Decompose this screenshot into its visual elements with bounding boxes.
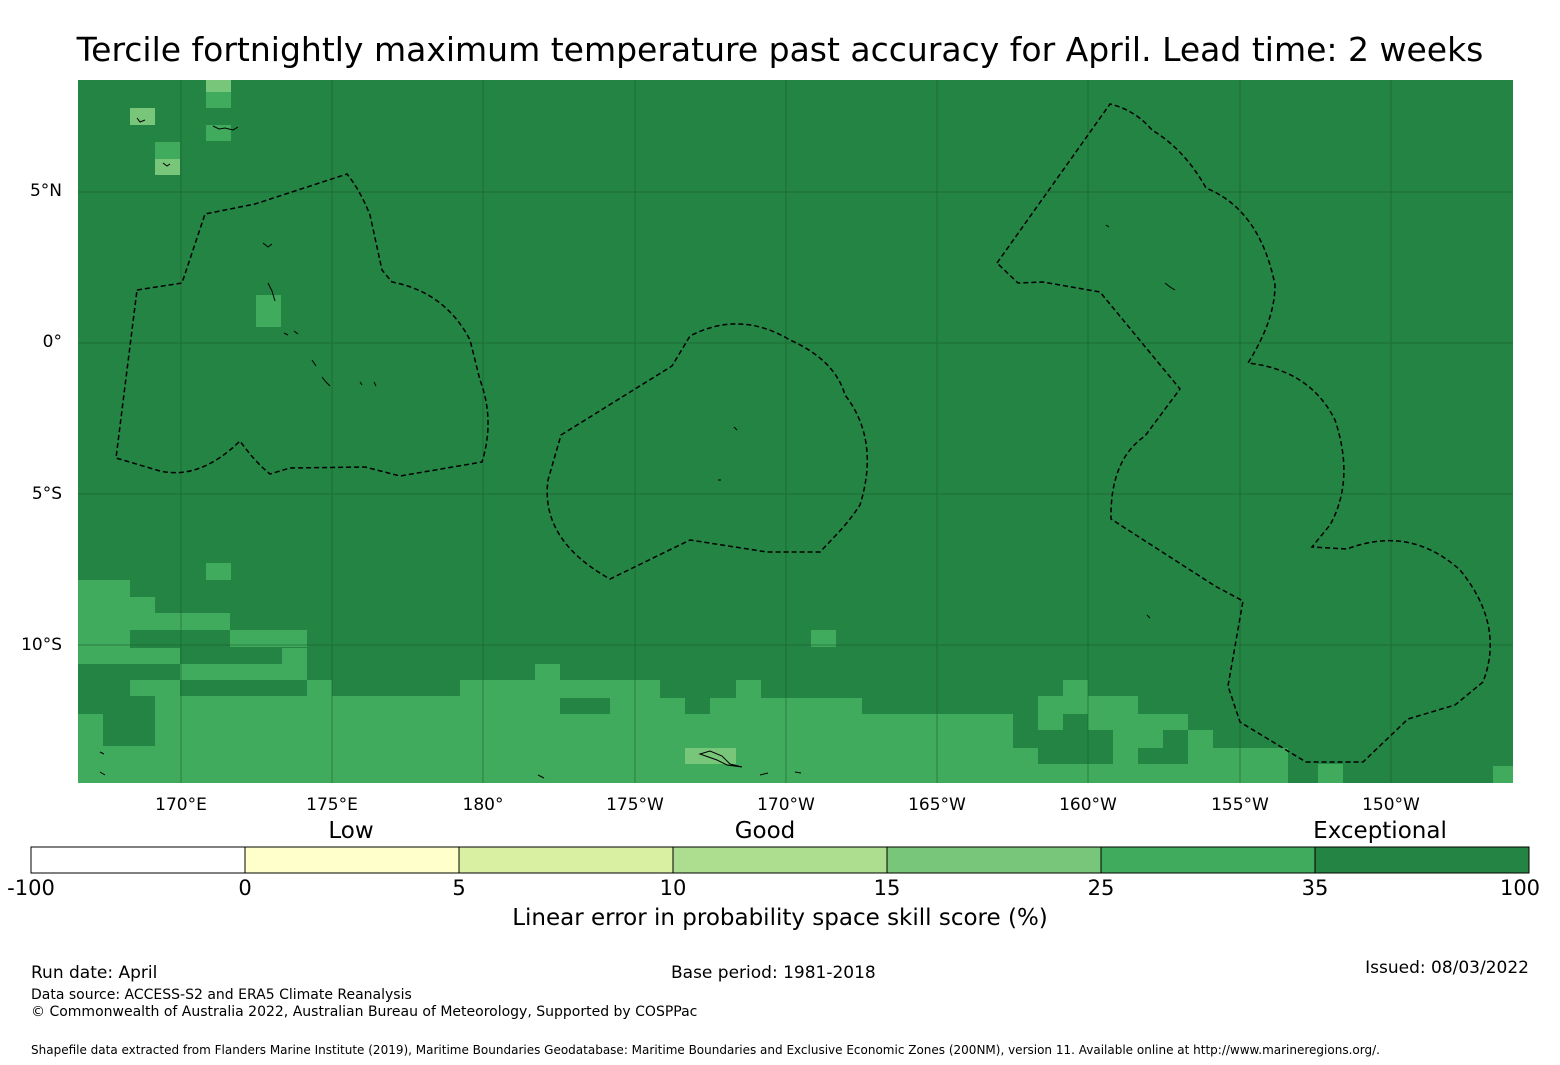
legend-category-low: Low [328, 818, 374, 844]
colorbar-tick-neg100: -100 [7, 876, 55, 900]
colorbar-segment-25-35 [1100, 846, 1316, 874]
legend-category-good: Good [734, 818, 796, 844]
skill-patches-35-100 [78, 630, 1393, 783]
lat-label-10s: 10°S [21, 635, 62, 655]
lon-label-170e: 170°E [155, 795, 207, 815]
skill-patches-25-35 [78, 92, 1513, 783]
lat-label-5s: 5°S [31, 484, 62, 504]
map-title: Tercile fortnightly maximum temperature … [76, 30, 1484, 69]
lon-label-155w: 155°W [1211, 795, 1269, 815]
colorbar-tick-0: 0 [238, 876, 252, 900]
colorbar-tick-5: 5 [452, 876, 466, 900]
islands [99, 117, 1176, 779]
colorbar-segment-10-15 [672, 846, 888, 874]
colorbar-tick-15: 15 [873, 876, 901, 900]
lon-label-175e: 175°E [306, 795, 358, 815]
colorbar-title: Linear error in probability space skill … [512, 905, 1048, 931]
skill-map [78, 80, 1513, 783]
base-period: Base period: 1981-2018 [671, 963, 876, 983]
lon-label-165w: 165°W [908, 795, 966, 815]
issued-date: Issued: 08/03/2022 [1365, 958, 1529, 978]
skill-patches-15-25 [130, 80, 736, 764]
colorbar-segment-15-25 [886, 846, 1102, 874]
lat-label-0: 0° [42, 332, 62, 352]
lon-label-175w: 175°W [606, 795, 664, 815]
lat-label-5n: 5°N [29, 181, 62, 201]
colorbar-segment-neg100-0 [30, 846, 246, 874]
colorbar-tick-10: 10 [659, 876, 687, 900]
eez-tokelau-samoa [546, 323, 869, 580]
colorbar-segment-35-100 [1314, 846, 1530, 874]
colorbar [30, 846, 1530, 874]
map-background [78, 80, 1513, 783]
lon-label-150w: 150°W [1362, 795, 1420, 815]
shapefile-credit: Shapefile data extracted from Flanders M… [31, 1043, 1380, 1057]
colorbar-segment-5-10 [458, 846, 674, 874]
legend-category-exceptional: Exceptional [1313, 818, 1447, 844]
data-source: Data source: ACCESS-S2 and ERA5 Climate … [31, 987, 412, 1003]
colorbar-tick-25: 25 [1087, 876, 1115, 900]
eez-kiribati-gilbert [115, 173, 489, 477]
copyright: © Commonwealth of Australia 2022, Austra… [31, 1004, 698, 1020]
colorbar-tick-35: 35 [1301, 876, 1329, 900]
colorbar-tick-100: 100 [1499, 876, 1541, 900]
lon-label-180: 180° [462, 795, 504, 815]
lon-label-160w: 160°W [1059, 795, 1117, 815]
run-date: Run date: April [31, 963, 158, 983]
eez-kiribati-line [996, 103, 1491, 763]
colorbar-segment-0-5 [244, 846, 460, 874]
eez-boundaries [115, 103, 1491, 763]
lon-label-170w: 170°W [757, 795, 815, 815]
